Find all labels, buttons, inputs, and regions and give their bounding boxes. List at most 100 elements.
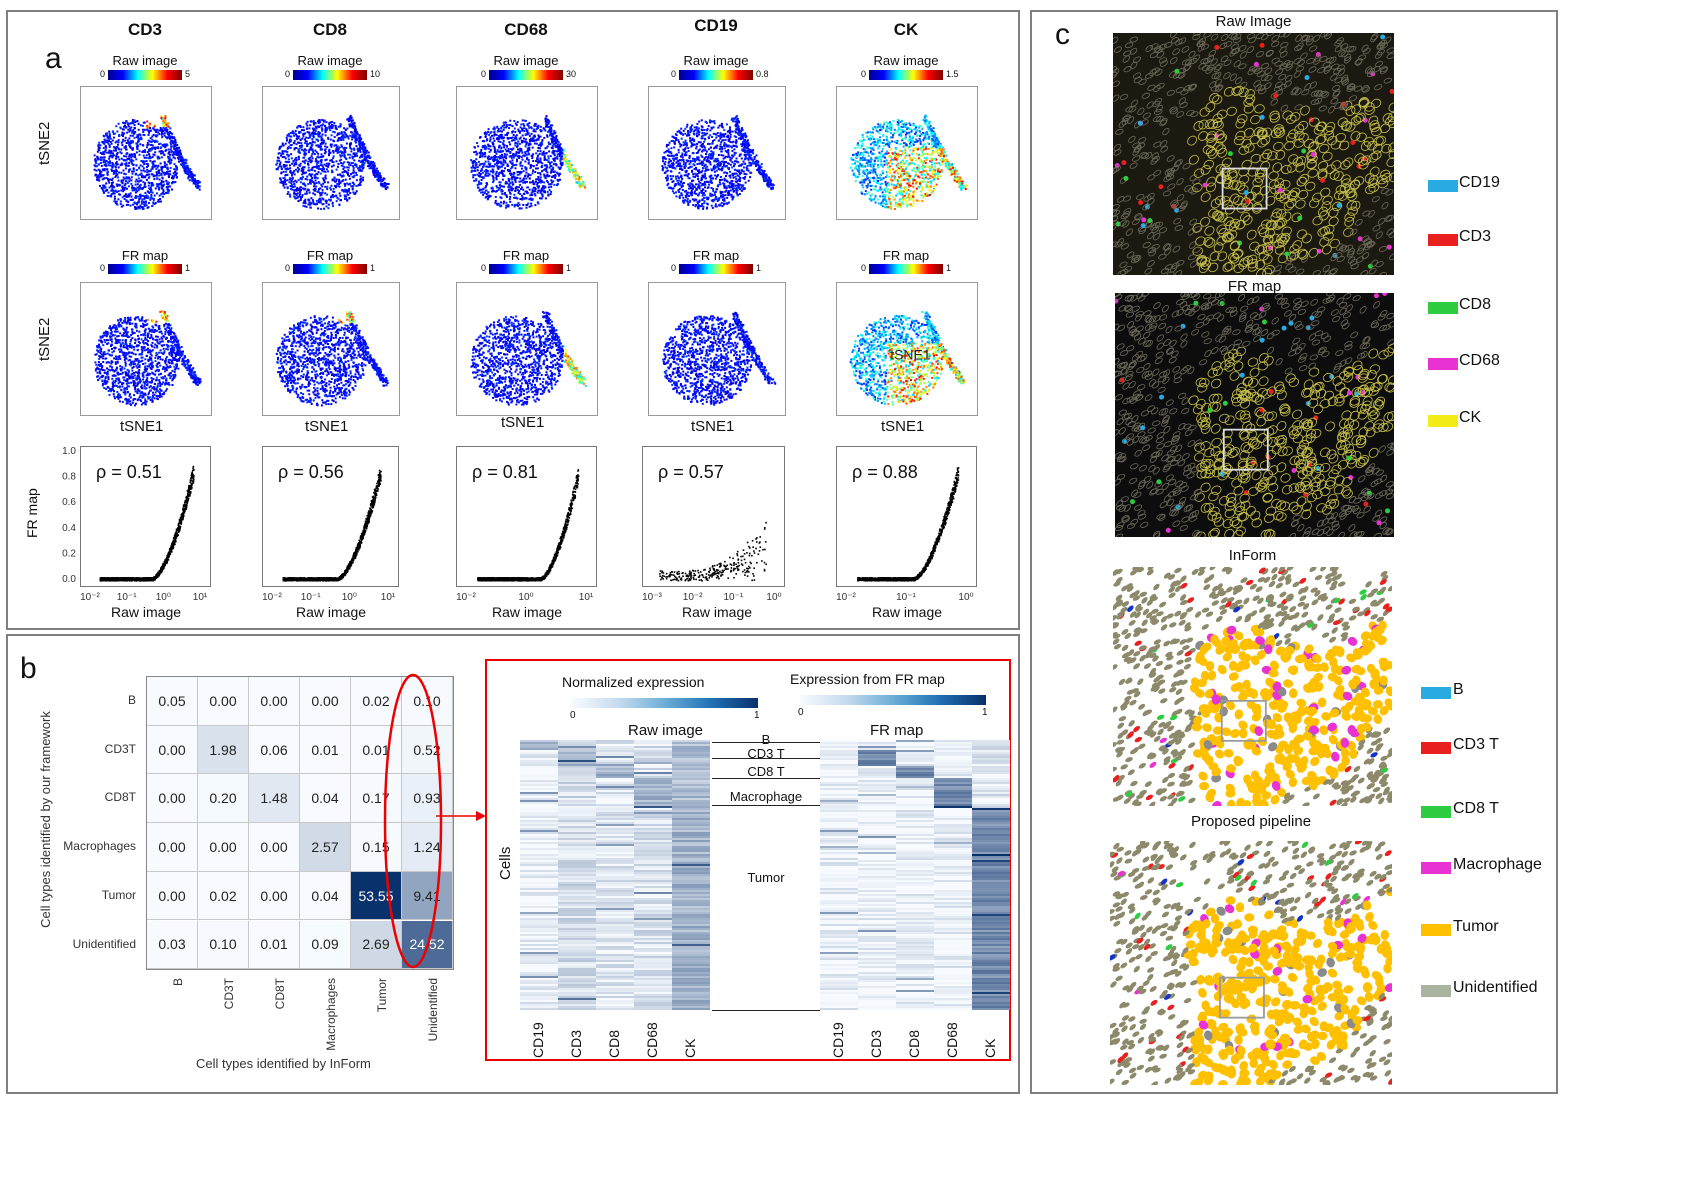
scatter-xlabel: Raw image (296, 604, 366, 620)
x-tick-label: 10⁰ (156, 592, 171, 603)
confusion-cell: 0.02 (198, 871, 249, 921)
tissue-image (1110, 841, 1392, 1085)
tissue-image (1113, 567, 1392, 806)
scatter-xlabel: Raw image (492, 604, 562, 620)
jet-colorbar (489, 264, 563, 274)
x-tick-label: 10⁰ (958, 592, 973, 603)
confusion-row-label: Unidentified (40, 937, 136, 951)
tsne-ylabel: tSNE2 (36, 318, 53, 361)
confusion-cell: 0.04 (300, 871, 351, 921)
panel-b-frame (6, 634, 1020, 1094)
confusion-cell: 0.06 (249, 725, 300, 775)
heatmap-col-label: CD68 (644, 1022, 660, 1058)
scatter-xlabel: Raw image (682, 604, 752, 620)
colorbar-min: 0 (671, 263, 676, 273)
jet-colorbar (293, 264, 367, 274)
jet-colorbar (679, 70, 753, 80)
raw-heatmap-subtitle: Raw image (628, 722, 703, 739)
legend-label: CD68 (1459, 352, 1500, 370)
x-tick-label: 10⁻¹ (117, 592, 137, 603)
correlation-scatter: ρ = 0.56 10⁻² 10⁻¹ 10⁰ 10¹ (262, 446, 399, 603)
jet-colorbar (293, 70, 367, 80)
legend-swatch (1428, 234, 1458, 246)
link-arrow (436, 811, 486, 821)
colorbar-max: 1.5 (946, 69, 959, 79)
confusion-cell: 0.00 (198, 823, 249, 872)
x-tick-label: 10⁰ (518, 592, 533, 603)
confusion-cell: 0.17 (351, 774, 402, 824)
confusion-cell: 0.10 (198, 920, 249, 970)
confusion-cell: 0.00 (249, 677, 300, 726)
panel-c-frame (1030, 10, 1558, 1094)
confusion-cell: 0.00 (147, 871, 198, 921)
colorbar-min: 0 (100, 69, 105, 79)
confusion-cell: 0.00 (249, 871, 300, 921)
legend-swatch (1421, 862, 1451, 874)
panel-c-letter: c (1055, 18, 1070, 52)
confusion-col-label: B (171, 978, 185, 986)
legend-swatch (1428, 358, 1458, 370)
confusion-cell: 2.57 (300, 823, 351, 872)
scatter-ylabel: FR map (24, 488, 40, 538)
legend-swatch (1421, 687, 1451, 699)
colorbar-min: 0 (861, 263, 866, 273)
tsne-xlabel: tSNE1 (305, 418, 348, 435)
fr-colorbar-label: FR map (486, 248, 566, 263)
legend-label: Unidentified (1453, 979, 1538, 997)
colorbar-min: 0 (570, 710, 576, 721)
group-label: Macrophage (712, 789, 820, 804)
x-tick-label: 10⁻¹ (896, 592, 916, 603)
legend-swatch (1421, 985, 1451, 997)
confusion-cell: 0.93 (402, 774, 453, 824)
legend-swatch (1428, 180, 1458, 192)
confusion-cell: 0.03 (147, 920, 198, 970)
heatmap-frame (485, 659, 1011, 1061)
panel-a-frame (6, 10, 1020, 630)
colorbar-min: 0 (100, 263, 105, 273)
correlation-scatter: ρ = 0.51 10⁻² 10⁻¹ 10⁰ 10¹ 1.0 0.8 0.6 0.4 0.2 0.0 (62, 446, 211, 603)
heatmap-col-label: CK (982, 1039, 998, 1058)
group-label: Tumor (712, 870, 820, 885)
legend-label: CD8 (1459, 296, 1491, 314)
tissue-image (1115, 293, 1394, 537)
tsne-plot (648, 86, 786, 220)
group-label: CD8 T (712, 764, 820, 779)
y-tick-label: 0.4 (62, 523, 76, 534)
legend-label: Tumor (1453, 918, 1499, 936)
y-tick-label: 0.6 (62, 497, 76, 508)
confusion-cell: 1.98 (198, 725, 249, 775)
group-label: CD3 T (712, 746, 820, 761)
legend-swatch (1428, 302, 1458, 314)
colorbar-max: 0.8 (756, 69, 769, 79)
colorbar-min: 0 (285, 263, 290, 273)
confusion-row-label: CD8T (40, 790, 136, 804)
tsne-plot (648, 282, 786, 416)
zoom-inset-box (1220, 699, 1267, 742)
tsne-overlay-label: tSNE1 (890, 347, 931, 363)
heatmap-col-label: CD19 (530, 1022, 546, 1058)
confusion-cell: 0.10 (402, 677, 453, 726)
confusion-cell: 0.15 (351, 823, 402, 872)
confusion-cell: 0.00 (147, 725, 198, 775)
x-tick-label: 10⁻³ (642, 592, 662, 603)
y-tick-label: 1.0 (62, 446, 76, 457)
heatmap-col-label: CD68 (944, 1022, 960, 1058)
jet-colorbar (489, 70, 563, 80)
legend-label: CD3 T (1453, 736, 1499, 754)
zoom-inset-box (1219, 976, 1265, 1019)
colorbar-min: 0 (481, 263, 486, 273)
confusion-cell: 1.24 (402, 823, 453, 872)
fr-heatmap-subtitle: FR map (870, 722, 923, 739)
image-title: Raw Image (1113, 13, 1394, 30)
tsne-plot (836, 86, 978, 220)
heatmap-col-label: CD8 (906, 1030, 922, 1058)
fr-colorbar-label: FR map (866, 248, 946, 263)
group-divider (712, 1010, 820, 1011)
tsne-plot (456, 282, 598, 416)
legend-swatch (1421, 742, 1451, 754)
tsne-xlabel: tSNE1 (691, 418, 734, 435)
marker-title-ck: CK (846, 20, 966, 40)
panel-a-letter: a (45, 42, 62, 76)
zoom-inset-box (1222, 428, 1269, 471)
heatmap-col-label: CD3 (568, 1030, 584, 1058)
